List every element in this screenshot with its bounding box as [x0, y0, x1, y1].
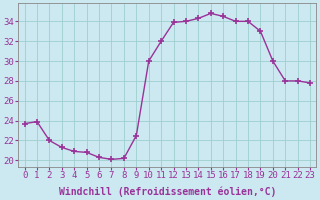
X-axis label: Windchill (Refroidissement éolien,°C): Windchill (Refroidissement éolien,°C)	[59, 186, 276, 197]
